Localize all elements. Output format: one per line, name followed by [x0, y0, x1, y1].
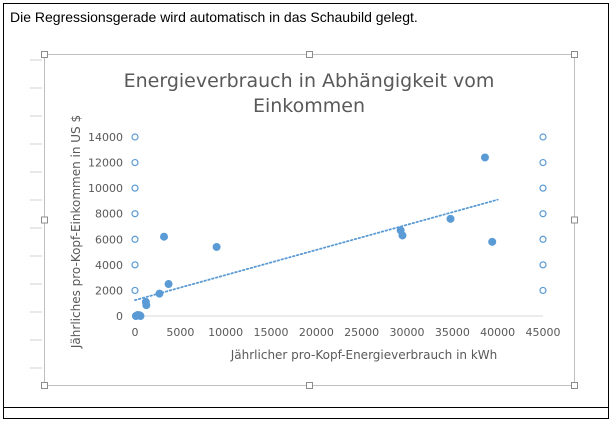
x-tick-label: 20000: [299, 326, 334, 339]
y-axis-marker: [131, 235, 139, 243]
y-axis-marker: [539, 158, 547, 167]
selection-handle: [571, 51, 578, 58]
x-axis-title: Jährlicher pro-Kopf-Energieverbrauch in …: [230, 348, 498, 362]
y-axis-marker: [539, 261, 547, 269]
scatter-chart[interactable]: Energieverbrauch in Abhängigkeit vom Eink…: [30, 46, 583, 394]
y-tick-label: 12000: [88, 157, 123, 170]
y-tick-label: 0: [116, 310, 123, 323]
selection-handle: [41, 382, 48, 389]
data-point: [212, 242, 221, 251]
selection-handle: [571, 382, 578, 389]
y-tick-label: 4000: [95, 259, 123, 272]
data-point: [164, 280, 173, 289]
y-axis-marker: [539, 235, 547, 243]
y-axis-marker: [539, 210, 547, 218]
x-tick-label: 40000: [480, 326, 515, 339]
y-axis-marker: [539, 184, 547, 192]
y-tick-label: 6000: [95, 233, 123, 246]
selection-handle: [571, 216, 578, 224]
y-axis-title: Jährliches pro-Kopf-Einkommen in US $: [69, 115, 83, 349]
data-point: [160, 232, 169, 241]
x-tick-label: 5000: [166, 326, 194, 339]
y-axis-marker: [539, 133, 547, 141]
data-point: [488, 237, 497, 246]
y-tick-label: 2000: [95, 284, 123, 297]
data-point: [142, 301, 151, 310]
y-tick-label: 10000: [88, 182, 123, 195]
x-tick-label: 25000: [344, 326, 379, 339]
chart-title-line1: Energieverbrauch in Abhängigkeit vom: [124, 70, 495, 92]
y-axis-marker: [131, 286, 139, 295]
y-tick-label: 14000: [88, 131, 123, 144]
caption-text: Die Regressionsgerade wird automatisch i…: [10, 9, 418, 25]
y-axis-marker: [131, 210, 139, 218]
y-axis-marker: [131, 133, 139, 141]
x-tick-label: 10000: [208, 326, 243, 339]
selection-handle: [306, 382, 313, 389]
y-axis-marker: [539, 286, 547, 295]
selection-handle: [41, 216, 48, 224]
x-tick-label: 30000: [390, 326, 425, 339]
figure-frame: [3, 3, 609, 419]
x-tick-label: 45000: [526, 326, 561, 339]
x-tick-label: 15000: [254, 326, 289, 339]
data-point: [398, 231, 407, 240]
x-tick-label: 0: [132, 326, 139, 339]
y-axis-marker: [131, 184, 139, 192]
selection-handle: [41, 51, 48, 58]
chart-area[interactable]: Energieverbrauch in Abhängigkeit vom Eink…: [30, 46, 583, 394]
x-tick-label: 35000: [435, 326, 470, 339]
data-point: [446, 214, 455, 223]
data-point: [155, 289, 164, 298]
trendline: [134, 198, 499, 302]
y-axis-marker: [131, 158, 139, 167]
y-axis-marker: [131, 261, 139, 269]
chart-title-line2: Einkommen: [253, 95, 365, 117]
y-tick-label: 8000: [95, 208, 123, 221]
divider: [3, 407, 609, 408]
selection-handle: [306, 51, 313, 58]
data-point: [136, 312, 145, 320]
data-point: [480, 153, 489, 162]
